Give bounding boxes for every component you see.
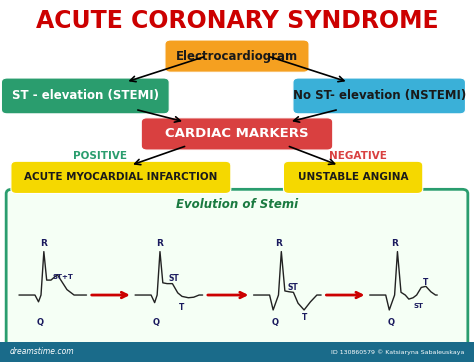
Text: T: T <box>179 303 185 312</box>
Text: Q: Q <box>37 318 44 327</box>
Text: ACUTE CORONARY SYNDROME: ACUTE CORONARY SYNDROME <box>36 9 438 33</box>
Text: R: R <box>391 239 398 248</box>
Text: Evolution of Stemi: Evolution of Stemi <box>176 198 298 211</box>
Text: Electrocardiogram: Electrocardiogram <box>176 50 298 63</box>
Text: ST - elevation (STEMI): ST - elevation (STEMI) <box>12 89 159 102</box>
Text: NEGATIVE: NEGATIVE <box>329 151 387 161</box>
Text: dreamstime.com: dreamstime.com <box>9 348 74 356</box>
Text: ID 130860579 © Katsiaryna Sabaleuskaya: ID 130860579 © Katsiaryna Sabaleuskaya <box>331 349 465 355</box>
Text: CARDIAC MARKERS: CARDIAC MARKERS <box>165 127 309 140</box>
Text: Q: Q <box>153 318 160 327</box>
Text: T: T <box>423 278 428 287</box>
FancyBboxPatch shape <box>11 161 231 193</box>
FancyBboxPatch shape <box>0 342 474 362</box>
FancyBboxPatch shape <box>6 189 468 357</box>
Text: R: R <box>275 239 282 248</box>
FancyBboxPatch shape <box>293 78 465 114</box>
Text: ST: ST <box>413 303 423 309</box>
Text: T: T <box>301 313 307 323</box>
Text: UNSTABLE ANGINA: UNSTABLE ANGINA <box>298 172 409 182</box>
Text: POSITIVE: POSITIVE <box>73 151 127 161</box>
FancyBboxPatch shape <box>1 78 169 114</box>
Text: No ST- elevation (NSTEMI): No ST- elevation (NSTEMI) <box>292 89 466 102</box>
Text: ST: ST <box>287 283 298 292</box>
Text: Q: Q <box>388 318 394 327</box>
Text: Q: Q <box>272 318 278 327</box>
FancyBboxPatch shape <box>141 118 333 150</box>
Text: R: R <box>40 239 47 248</box>
Text: ACUTE MYOCARDIAL INFARCTION: ACUTE MYOCARDIAL INFARCTION <box>24 172 218 182</box>
Text: R: R <box>156 239 164 248</box>
Text: ST: ST <box>169 274 180 283</box>
FancyBboxPatch shape <box>165 40 309 72</box>
FancyBboxPatch shape <box>283 161 423 193</box>
Text: ST+T: ST+T <box>53 274 73 281</box>
